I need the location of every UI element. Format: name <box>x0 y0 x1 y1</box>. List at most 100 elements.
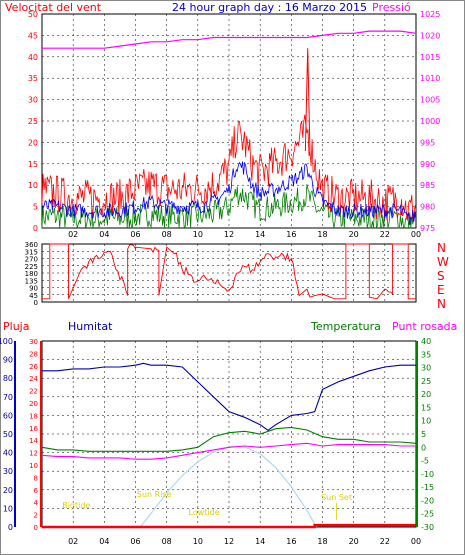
dir-letter-s: S <box>437 269 445 283</box>
direction-line <box>42 243 416 300</box>
rain-ytick-11: 22 <box>29 388 38 396</box>
pressure-axis-label: Pressió <box>372 1 411 14</box>
tick-label-layer: 0510152025303540455097598098599099510001… <box>0 10 440 546</box>
wind-axis-label: Velocitat del vent <box>5 1 102 14</box>
humidity-ytick-6: 60 <box>3 411 13 420</box>
temperature-axis-label: Temperatura <box>310 320 381 333</box>
direction-ytick-7: 315 <box>25 248 38 256</box>
wind-xtick-1: 04 <box>99 230 109 239</box>
wind-xtick-11: 00 <box>411 230 421 239</box>
avg-wind-line <box>41 161 417 225</box>
annotation-1: Lowtide <box>189 508 220 517</box>
temperature-ytick-13: 35 <box>421 350 431 359</box>
rain-ytick-8: 16 <box>29 425 38 433</box>
pressure-ytick-5: 1000 <box>420 117 440 126</box>
humidity-xtick-8: 18 <box>317 537 327 546</box>
humidity-ytick-3: 30 <box>3 467 13 476</box>
humidity-xtick-5: 12 <box>224 537 234 546</box>
temperature-ytick-2: -20 <box>421 496 434 505</box>
rain-ytick-4: 8 <box>34 474 38 482</box>
wind-ytick-1: 5 <box>33 203 38 212</box>
wind-ytick-6: 30 <box>28 96 38 105</box>
direction-ytick-4: 180 <box>25 270 38 278</box>
humidity-ytick-5: 50 <box>3 430 13 439</box>
rain-axis-label: Pluja <box>3 320 29 333</box>
wind-xtick-7: 16 <box>286 230 296 239</box>
rain-ytick-14: 28 <box>29 350 38 358</box>
temperature-ytick-9: 15 <box>421 403 431 412</box>
rain-ytick-12: 24 <box>29 375 38 383</box>
pressure-ytick-8: 1015 <box>420 53 440 62</box>
direction-ytick-6: 270 <box>25 256 38 264</box>
wind-ytick-4: 20 <box>28 138 38 147</box>
rain-ytick-1: 2 <box>34 512 38 520</box>
pressure-ytick-6: 1005 <box>420 96 440 105</box>
annotation-3: Bigtide <box>62 501 90 510</box>
direction-ytick-2: 90 <box>29 285 38 293</box>
pressure-ytick-10: 1025 <box>420 10 440 19</box>
rain-ytick-6: 12 <box>29 450 38 458</box>
wind-xtick-9: 20 <box>349 230 359 239</box>
wind-ytick-2: 10 <box>28 181 38 190</box>
wind-ytick-8: 40 <box>28 53 38 62</box>
pressure-ytick-1: 980 <box>420 203 435 212</box>
temperature-ytick-7: 5 <box>421 430 426 439</box>
annotation-2: Sun Set <box>321 493 352 502</box>
humidity-xtick-9: 20 <box>349 537 359 546</box>
gust-line <box>41 114 417 221</box>
rain-ytick-13: 26 <box>29 363 38 371</box>
humidity-line <box>42 362 416 431</box>
rain-ytick-10: 20 <box>29 400 38 408</box>
temperature-ytick-1: -25 <box>421 510 434 519</box>
pressure-ytick-4: 995 <box>420 138 435 147</box>
humidity-ytick-7: 70 <box>3 393 13 402</box>
temperature-ytick-12: 30 <box>421 364 431 373</box>
temperature-ytick-4: -10 <box>421 470 434 479</box>
humidity-xtick-7: 16 <box>286 537 296 546</box>
rain-ytick-7: 14 <box>29 437 38 445</box>
wind-xtick-3: 08 <box>162 230 172 239</box>
annotation-0: Sun Rise <box>137 490 172 499</box>
wind-xtick-10: 22 <box>380 230 390 239</box>
series-layer <box>41 30 417 529</box>
wind-xtick-2: 06 <box>130 230 140 239</box>
rain-ytick-15: 30 <box>29 338 38 346</box>
dewpoint-axis-label: Punt rosada <box>392 320 457 333</box>
direction-ytick-1: 45 <box>29 292 38 300</box>
humidity-ytick-4: 40 <box>3 449 13 458</box>
wind-ytick-3: 15 <box>28 160 38 169</box>
temperature-ytick-8: 10 <box>421 417 431 426</box>
wind-xtick-6: 14 <box>255 230 265 239</box>
temperature-ytick-11: 25 <box>421 377 431 386</box>
temperature-ytick-14: 40 <box>421 337 431 346</box>
temperature-line <box>41 426 417 452</box>
humidity-xtick-2: 06 <box>130 537 140 546</box>
humidity-xtick-3: 08 <box>162 537 172 546</box>
humidity-ytick-0: 0 <box>8 523 13 532</box>
wind-ytick-9: 45 <box>28 31 38 40</box>
humidity-xtick-11: 00 <box>411 537 421 546</box>
dir-letter-e: E <box>437 283 445 297</box>
rain-ytick-3: 6 <box>34 487 39 495</box>
temperature-ytick-0: -30 <box>421 523 434 532</box>
pressure-ytick-2: 985 <box>420 181 435 190</box>
wind-xtick-5: 12 <box>224 230 234 239</box>
pressure-ytick-7: 1010 <box>420 74 440 83</box>
wind-ytick-7: 35 <box>28 74 38 83</box>
wind-xtick-8: 18 <box>317 230 327 239</box>
humidity-ytick-1: 10 <box>3 504 13 513</box>
wind-xtick-4: 10 <box>193 230 203 239</box>
humidity-axis-label: Humitat <box>68 320 113 333</box>
temperature-ytick-6: 0 <box>421 443 426 452</box>
pressure-ytick-9: 1020 <box>420 31 440 40</box>
rain-ytick-0: 0 <box>34 524 38 532</box>
grid-layer <box>42 14 416 527</box>
pressure-ytick-3: 990 <box>420 160 435 169</box>
humidity-xtick-4: 10 <box>193 537 203 546</box>
temperature-ytick-5: -5 <box>421 457 429 466</box>
direction-ytick-5: 225 <box>25 263 38 271</box>
peak-gust-spike <box>304 48 311 156</box>
rain-ytick-9: 18 <box>29 412 38 420</box>
